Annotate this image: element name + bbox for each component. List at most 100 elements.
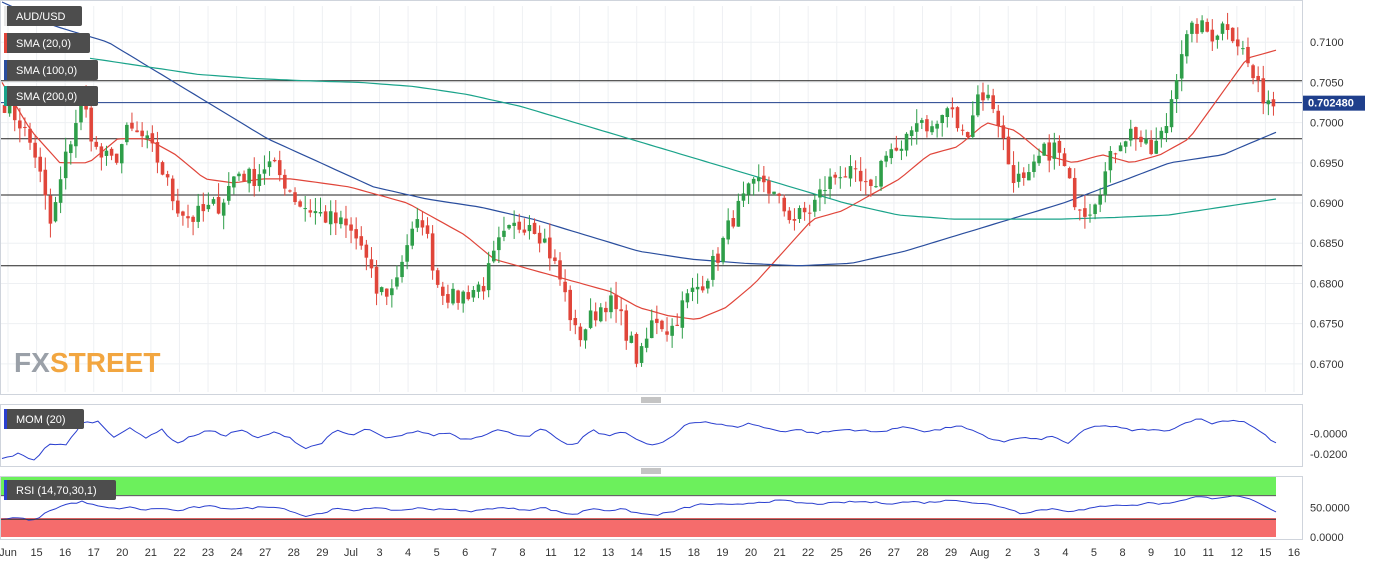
x-tick-label: Jul [344, 547, 358, 559]
candle-body [206, 204, 211, 210]
candle-body [18, 120, 22, 129]
x-tick-label: 28 [288, 547, 300, 559]
candle-body [201, 204, 206, 212]
candle-body [334, 212, 338, 224]
candle-body [726, 220, 730, 240]
candle-body [583, 329, 588, 341]
candle-body [293, 192, 297, 203]
candle-body [879, 160, 883, 187]
candle-body [950, 107, 955, 110]
y-tick-label: 0.6700 [1310, 359, 1344, 371]
y-tick-label: -0.0200 [1310, 449, 1347, 461]
candle-body [731, 218, 736, 227]
candle-body [624, 310, 629, 341]
candle-body [1067, 168, 1072, 179]
x-tick-label: 17 [88, 547, 100, 559]
candle-body [170, 178, 175, 202]
candle-body [700, 286, 705, 291]
candle-body [756, 177, 761, 182]
x-tick-label: 3 [376, 547, 382, 559]
x-tick-label: 12 [573, 547, 585, 559]
candle-body [2, 104, 7, 113]
candle-body [63, 151, 68, 179]
candle-body [1011, 165, 1016, 184]
candle-body [176, 200, 180, 214]
candle-body [853, 168, 858, 170]
candle-body [23, 126, 27, 129]
panel-separator-grip[interactable] [641, 468, 661, 474]
sma200-line [89, 57, 1277, 220]
candle-body [1149, 139, 1153, 155]
candle-body [481, 285, 486, 292]
legend-rsi[interactable]: RSI (14,70,30,1) [4, 480, 116, 500]
y-tick-label: 0.6950 [1310, 158, 1344, 170]
rsi-line [1, 495, 1277, 521]
candle-body [303, 208, 307, 210]
x-tick-label: Jun [0, 547, 17, 559]
x-tick-label: 22 [173, 547, 185, 559]
candle-body [1123, 141, 1128, 147]
candle-body [1154, 140, 1159, 154]
x-tick-label: Aug [970, 547, 990, 559]
candle-body [904, 133, 909, 151]
legend-sma20[interactable]: SMA (20,0) [4, 33, 90, 53]
candle-body [965, 132, 970, 137]
candle-body [813, 199, 817, 212]
candle-body [537, 232, 542, 244]
x-tick-label: 7 [491, 547, 497, 559]
candle-body [1215, 35, 1220, 40]
candle-body [1052, 142, 1057, 159]
candle-body [89, 107, 93, 142]
candle-body [395, 277, 399, 287]
candle-body [991, 95, 995, 110]
y-tick-label: 0.6850 [1310, 238, 1344, 250]
candle-body [894, 147, 899, 151]
candle-body [716, 253, 720, 263]
x-tick-label: 28 [916, 547, 928, 559]
candle-body [288, 190, 292, 192]
candle-body [135, 130, 139, 133]
candle-body [38, 156, 43, 172]
mom-panel[interactable] [0, 404, 1303, 467]
x-tick-label: 13 [602, 547, 614, 559]
legend-sma100[interactable]: SMA (100,0) [4, 60, 98, 80]
candle-body [12, 98, 17, 121]
candle-body [1062, 153, 1067, 167]
x-tick-label: 27 [888, 547, 900, 559]
candle-body [695, 286, 700, 290]
x-tick-label: 22 [802, 547, 814, 559]
candle-body [838, 177, 843, 179]
candle-body [981, 92, 985, 101]
candle-body [772, 191, 776, 194]
candle-body [563, 281, 567, 293]
candle-body [920, 120, 924, 123]
candle-body [379, 287, 384, 293]
mom-line [1, 418, 1277, 461]
y-tick-label: 0.7050 [1310, 77, 1344, 89]
x-tick-label: 27 [259, 547, 271, 559]
candle-body [996, 110, 1001, 126]
candle-body [955, 107, 960, 129]
x-tick-label: 11 [1203, 547, 1214, 559]
candle-body [476, 284, 481, 292]
candle-body [976, 94, 980, 116]
candle-body [940, 115, 944, 124]
candle-body [1230, 27, 1235, 42]
candle-body [736, 200, 741, 227]
panel-separator-grip[interactable] [641, 397, 661, 403]
x-tick-label: 5 [434, 547, 440, 559]
candle-body [1113, 153, 1118, 155]
candle-body [971, 115, 975, 137]
candle-body [945, 108, 950, 118]
candle-body [690, 287, 695, 292]
candle-body [94, 141, 99, 147]
candle-body [1190, 22, 1194, 34]
legend-mom[interactable]: MOM (20) [4, 409, 84, 429]
candle-body [232, 176, 236, 188]
legend-symbol[interactable]: AUD/USD [4, 6, 82, 26]
candle-body [807, 212, 812, 214]
legend-sma200[interactable]: SMA (200,0) [4, 86, 98, 106]
candle-body [349, 224, 353, 231]
candle-body [283, 174, 287, 189]
candle-body [986, 94, 990, 99]
